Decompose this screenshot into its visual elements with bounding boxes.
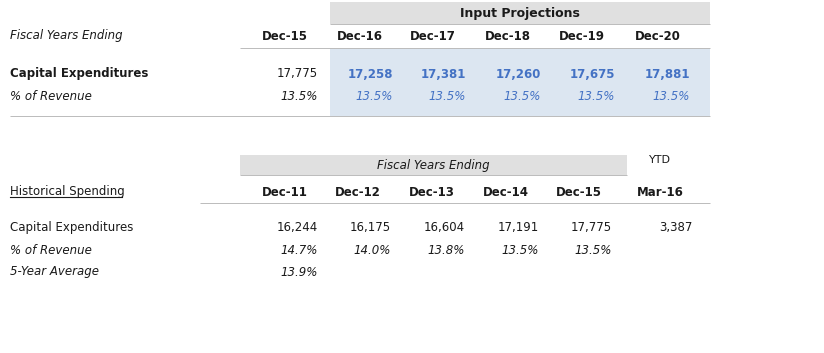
- Text: Dec-16: Dec-16: [337, 30, 383, 42]
- Text: Input Projections: Input Projections: [460, 6, 580, 19]
- Text: 17,775: 17,775: [571, 221, 612, 234]
- Text: 17,381: 17,381: [420, 67, 466, 80]
- Text: 16,244: 16,244: [277, 221, 318, 234]
- Text: Dec-15: Dec-15: [556, 185, 602, 198]
- Text: Capital Expenditures: Capital Expenditures: [10, 67, 148, 80]
- Text: 16,175: 16,175: [350, 221, 391, 234]
- Text: Fiscal Years Ending: Fiscal Years Ending: [10, 30, 123, 42]
- Text: 3,387: 3,387: [660, 221, 693, 234]
- Text: Mar-16: Mar-16: [637, 185, 683, 198]
- Text: 13.8%: 13.8%: [428, 244, 465, 257]
- Text: Capital Expenditures: Capital Expenditures: [10, 221, 133, 234]
- Text: Fiscal Years Ending: Fiscal Years Ending: [377, 158, 489, 172]
- Text: % of Revenue: % of Revenue: [10, 90, 91, 102]
- Bar: [240, 155, 627, 175]
- Text: 13.9%: 13.9%: [281, 265, 318, 279]
- Text: Dec-18: Dec-18: [485, 30, 531, 42]
- Text: 13.5%: 13.5%: [356, 90, 393, 102]
- Text: 17,258: 17,258: [348, 67, 393, 80]
- Text: 16,604: 16,604: [424, 221, 465, 234]
- Text: 17,881: 17,881: [644, 67, 690, 80]
- Text: 5-Year Average: 5-Year Average: [10, 265, 99, 279]
- Text: 14.7%: 14.7%: [281, 244, 318, 257]
- Text: Dec-19: Dec-19: [559, 30, 605, 42]
- Text: 17,675: 17,675: [569, 67, 615, 80]
- Text: 13.5%: 13.5%: [502, 244, 539, 257]
- Text: 13.5%: 13.5%: [578, 90, 615, 102]
- Text: 14.0%: 14.0%: [353, 244, 391, 257]
- Text: Dec-15: Dec-15: [262, 30, 308, 42]
- Text: Dec-20: Dec-20: [635, 30, 681, 42]
- Text: Historical Spending: Historical Spending: [10, 185, 124, 198]
- Text: 13.5%: 13.5%: [574, 244, 612, 257]
- Bar: [330, 2, 710, 24]
- Text: 13.5%: 13.5%: [281, 90, 318, 102]
- Text: Dec-11: Dec-11: [262, 185, 308, 198]
- Text: 13.5%: 13.5%: [428, 90, 466, 102]
- Text: 13.5%: 13.5%: [653, 90, 690, 102]
- Bar: [330, 48, 710, 116]
- Text: % of Revenue: % of Revenue: [10, 244, 91, 257]
- Text: 13.5%: 13.5%: [503, 90, 541, 102]
- Text: Dec-14: Dec-14: [483, 185, 529, 198]
- Text: 17,775: 17,775: [277, 67, 318, 80]
- Text: 17,191: 17,191: [498, 221, 539, 234]
- Text: Dec-12: Dec-12: [335, 185, 381, 198]
- Text: Dec-13: Dec-13: [409, 185, 455, 198]
- Text: 17,260: 17,260: [495, 67, 541, 80]
- Text: Dec-17: Dec-17: [410, 30, 456, 42]
- Text: YTD: YTD: [649, 155, 671, 165]
